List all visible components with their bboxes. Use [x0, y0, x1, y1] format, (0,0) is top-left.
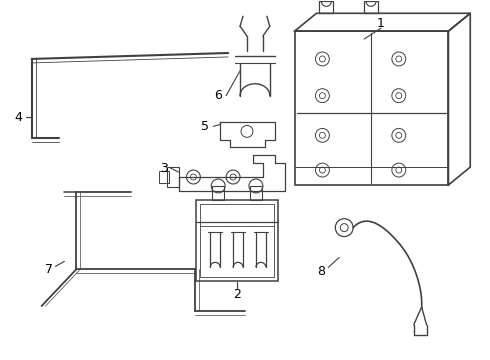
Bar [167, 167, 178, 187]
Bar [212, 186, 224, 200]
Bar [159, 171, 169, 183]
Text: 7: 7 [45, 263, 52, 276]
Bar [250, 186, 262, 200]
Text: 1: 1 [377, 17, 385, 30]
Bar [364, 1, 378, 13]
Text: 2: 2 [233, 288, 241, 301]
Bar [294, 31, 448, 185]
Text: 6: 6 [214, 89, 222, 102]
Bar [200, 204, 274, 277]
Bar [196, 200, 278, 281]
Text: 3: 3 [160, 162, 168, 175]
Bar [319, 1, 333, 13]
Text: 4: 4 [15, 111, 23, 124]
Text: 8: 8 [318, 265, 325, 278]
Text: 5: 5 [201, 120, 209, 133]
